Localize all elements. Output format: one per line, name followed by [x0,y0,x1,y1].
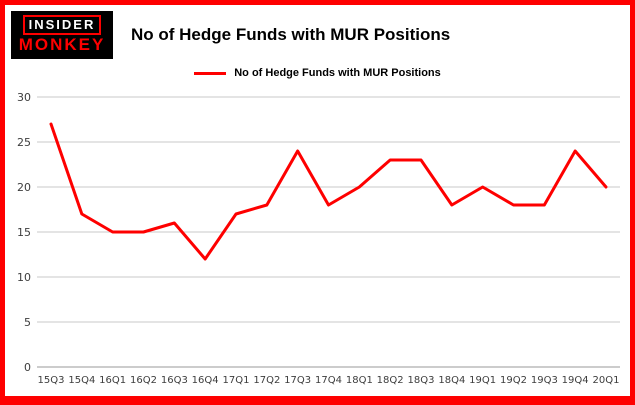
x-axis-label: 15Q4 [68,375,95,386]
x-axis-label: 19Q4 [562,375,589,386]
chart-area: 0 5 10 15 20 25 30 15Q3 15Q4 16Q1 16Q2 16Q3 16Q4 17Q1… [5,83,630,398]
y-axis-label: 15 [17,226,31,239]
x-axis-label: 18Q1 [346,375,373,386]
hedge-funds-line [49,122,608,261]
x-axis-label: 17Q3 [284,375,311,386]
x-axis-label: 18Q3 [408,375,435,386]
line-chart: 0 5 10 15 20 25 30 15Q3 15Q4 16Q1 16Q2 16Q3 16Q4 17Q1… [17,91,620,386]
x-axis-label: 16Q1 [99,375,126,386]
logo-monkey-text: MONKEY [18,35,106,54]
x-axis-label: 19Q3 [531,375,558,386]
y-axis-label: 10 [17,271,31,284]
x-axis-label: 20Q1 [593,375,620,386]
x-axis-label: 16Q2 [130,375,157,386]
x-axis-label: 17Q2 [253,375,280,386]
y-axis-label: 5 [24,316,31,329]
y-axis-label: 0 [24,361,31,374]
insider-monkey-logo: INSIDER MONKEY [11,11,113,59]
x-axis-label: 19Q2 [500,375,527,386]
y-axis-label: 30 [17,91,31,104]
x-axis-label: 18Q2 [377,375,404,386]
x-axis-label: 17Q4 [315,375,342,386]
y-axis-label: 25 [17,136,31,149]
legend-label: No of Hedge Funds with MUR Positions [234,67,441,79]
chart-legend: No of Hedge Funds with MUR Positions [5,63,630,83]
header: INSIDER MONKEY No of Hedge Funds with MU… [5,5,630,61]
logo-insider-text: INSIDER [22,15,102,35]
x-axis-label: 15Q3 [38,375,65,386]
x-axis-label: 16Q3 [161,375,188,386]
x-axis-label: 16Q4 [192,375,219,386]
legend-line-icon [194,71,227,75]
x-axis-label: 19Q1 [469,375,496,386]
chart-title: No of Hedge Funds with MUR Positions [131,25,451,44]
x-axis-label: 17Q1 [223,375,250,386]
y-axis-label: 20 [17,181,31,194]
x-axis-label: 18Q4 [438,375,465,386]
